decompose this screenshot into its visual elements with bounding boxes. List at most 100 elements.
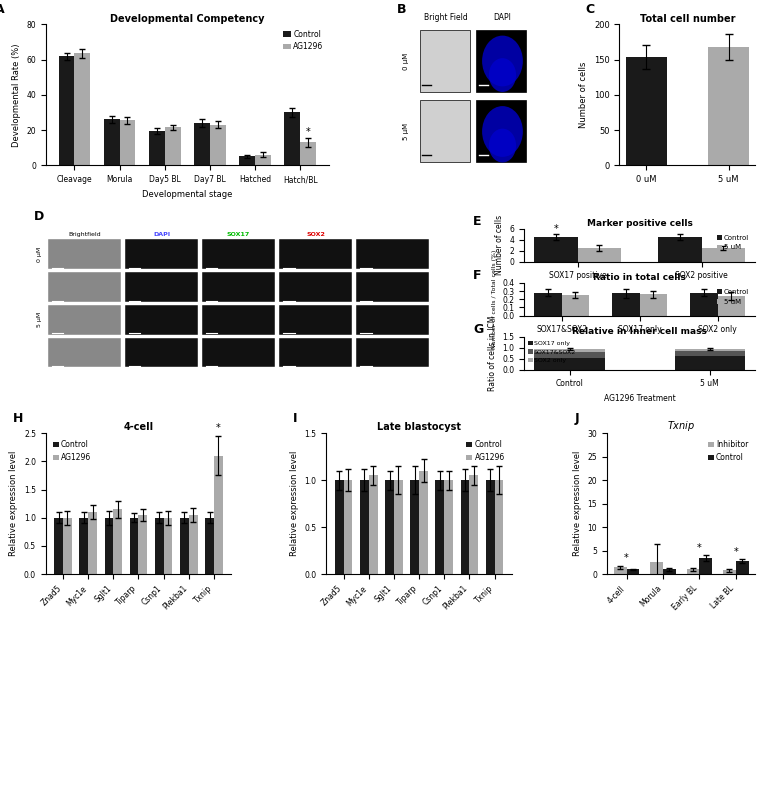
Bar bbox=[163, 517, 172, 574]
Bar bbox=[626, 569, 639, 574]
Bar bbox=[717, 296, 745, 315]
Text: G: G bbox=[473, 323, 483, 336]
Legend: Control, AG1296: Control, AG1296 bbox=[50, 437, 95, 465]
Bar bbox=[210, 125, 226, 165]
Title: Late blastocyst: Late blastocyst bbox=[377, 423, 461, 432]
Bar bbox=[708, 47, 749, 165]
Bar bbox=[578, 248, 621, 261]
Legend: Control, AG1296: Control, AG1296 bbox=[463, 437, 508, 465]
Text: DAPI: DAPI bbox=[494, 12, 511, 22]
Bar bbox=[626, 58, 667, 165]
Bar bbox=[385, 480, 394, 574]
X-axis label: Developmental stage: Developmental stage bbox=[142, 190, 233, 199]
Bar bbox=[691, 293, 717, 315]
Bar bbox=[444, 480, 453, 574]
Bar bbox=[360, 480, 369, 574]
Text: *: * bbox=[697, 543, 702, 552]
Bar bbox=[494, 480, 504, 574]
Bar bbox=[214, 456, 223, 574]
Bar bbox=[674, 349, 745, 351]
Bar bbox=[104, 119, 120, 165]
Bar bbox=[436, 480, 444, 574]
Bar bbox=[687, 569, 700, 574]
Bar bbox=[613, 294, 639, 315]
Bar bbox=[394, 480, 403, 574]
Text: D: D bbox=[34, 210, 44, 223]
Title: Relative in Inner cell mass: Relative in Inner cell mass bbox=[572, 327, 707, 337]
Bar bbox=[613, 567, 626, 574]
Y-axis label: Ratio of cells in ICM: Ratio of cells in ICM bbox=[488, 315, 497, 391]
Text: 0 µM: 0 µM bbox=[37, 247, 42, 262]
Bar bbox=[736, 561, 749, 574]
Bar bbox=[343, 480, 353, 574]
Bar bbox=[130, 517, 139, 574]
Title: Ratio in total cells: Ratio in total cells bbox=[594, 273, 686, 282]
Legend: Control, AG1296: Control, AG1296 bbox=[282, 28, 325, 53]
Bar bbox=[674, 355, 745, 370]
Text: J: J bbox=[575, 412, 579, 425]
Legend: Control, 5 uM: Control, 5 uM bbox=[714, 286, 752, 307]
Title: Marker positive cells: Marker positive cells bbox=[587, 219, 693, 228]
Bar bbox=[335, 480, 343, 574]
Text: A: A bbox=[0, 3, 5, 16]
Bar bbox=[658, 237, 701, 261]
Bar bbox=[75, 54, 90, 165]
Bar bbox=[205, 517, 214, 574]
Bar bbox=[285, 113, 300, 165]
Bar bbox=[59, 56, 75, 165]
Text: I: I bbox=[293, 412, 298, 425]
Text: DAPI: DAPI bbox=[153, 232, 170, 237]
Bar bbox=[701, 248, 745, 261]
Bar bbox=[120, 120, 135, 165]
Title: Total cell number: Total cell number bbox=[639, 14, 736, 24]
Circle shape bbox=[489, 129, 516, 162]
Bar bbox=[410, 480, 419, 574]
Text: *: * bbox=[733, 547, 739, 557]
Bar bbox=[63, 517, 72, 574]
Text: SOX17: SOX17 bbox=[227, 232, 250, 237]
Text: H: H bbox=[12, 412, 23, 425]
Text: *: * bbox=[554, 224, 559, 234]
Bar bbox=[255, 155, 271, 165]
Bar bbox=[149, 131, 165, 165]
Text: Bright Field: Bright Field bbox=[424, 12, 468, 22]
Bar bbox=[79, 517, 89, 574]
Bar bbox=[700, 558, 712, 574]
Bar bbox=[663, 569, 676, 574]
Bar bbox=[535, 349, 604, 352]
Title: 4-cell: 4-cell bbox=[124, 423, 153, 432]
Bar bbox=[535, 293, 562, 315]
Bar bbox=[650, 562, 663, 574]
Text: E: E bbox=[473, 215, 481, 228]
Bar bbox=[639, 294, 667, 315]
Bar bbox=[188, 515, 198, 574]
Bar bbox=[461, 480, 469, 574]
Text: SOX17+SOX2: SOX17+SOX2 bbox=[369, 232, 417, 237]
Bar bbox=[535, 358, 604, 370]
Text: B: B bbox=[398, 3, 407, 16]
Bar bbox=[674, 351, 745, 355]
Title: Developmental Competency: Developmental Competency bbox=[110, 14, 265, 24]
Bar bbox=[155, 517, 163, 574]
Bar bbox=[535, 237, 578, 261]
Circle shape bbox=[482, 106, 523, 157]
Text: C: C bbox=[585, 3, 594, 16]
Bar bbox=[139, 515, 147, 574]
Text: 5 µM: 5 µM bbox=[403, 123, 408, 140]
Text: *: * bbox=[306, 127, 311, 137]
Legend: SOX17 only, SOX17&SOX2, SOX2 only: SOX17 only, SOX17&SOX2, SOX2 only bbox=[527, 340, 577, 363]
Bar bbox=[469, 475, 478, 574]
Bar bbox=[165, 127, 181, 165]
X-axis label: AG1296 Treatment: AG1296 Treatment bbox=[604, 394, 675, 403]
Bar bbox=[419, 470, 428, 574]
Title: $\it{Txnip}$: $\it{Txnip}$ bbox=[667, 419, 695, 433]
Bar bbox=[89, 512, 97, 574]
Text: SOX2: SOX2 bbox=[306, 232, 325, 237]
Bar bbox=[535, 352, 604, 358]
Bar bbox=[723, 570, 736, 574]
Bar bbox=[180, 517, 188, 574]
Text: 5 µM: 5 µM bbox=[37, 312, 42, 328]
Y-axis label: Relative expression level: Relative expression level bbox=[290, 451, 299, 556]
Bar bbox=[105, 517, 114, 574]
Y-axis label: Number of cells / Total cells (%): Number of cells / Total cells (%) bbox=[491, 250, 497, 349]
